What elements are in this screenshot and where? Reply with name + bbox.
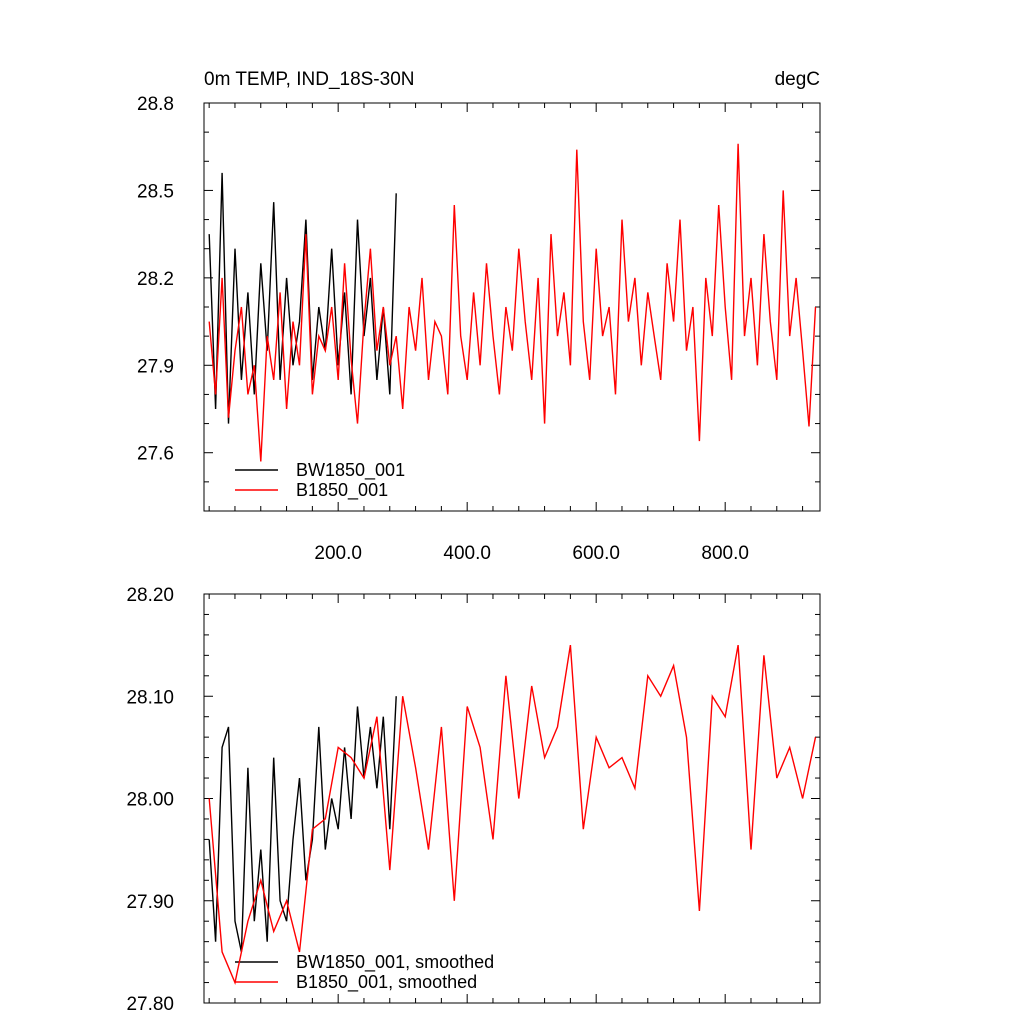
- legend-label: B1850_001: [296, 480, 388, 501]
- y-tick-label: 27.9: [137, 356, 174, 377]
- chart-title: 0m TEMP, IND_18S-30N: [204, 69, 415, 90]
- data-line: [208, 696, 397, 953]
- y-tick-label: 27.6: [137, 444, 174, 465]
- units-label: degC: [775, 69, 820, 90]
- plot-frame: [203, 102, 821, 512]
- y-tick-label: 28.00: [126, 790, 174, 811]
- data-line: [208, 143, 817, 462]
- y-tick-label: 28.8: [137, 94, 174, 115]
- y-tick-label: 28.2: [137, 269, 174, 290]
- x-tick-label: 400.0: [443, 543, 491, 564]
- legend-label: BW1850_001: [296, 460, 405, 481]
- y-tick-label: 28.5: [137, 181, 174, 202]
- y-tick-label: 28.20: [126, 585, 174, 606]
- y-tick-label: 27.80: [126, 994, 174, 1015]
- x-tick-label: 800.0: [701, 543, 749, 564]
- data-line: [208, 172, 397, 424]
- y-tick-label: 27.90: [126, 892, 174, 913]
- legend-label: B1850_001, smoothed: [296, 972, 477, 993]
- x-tick-label: 600.0: [572, 543, 620, 564]
- y-tick-label: 28.10: [126, 687, 174, 708]
- x-tick-label: 200.0: [314, 543, 362, 564]
- legend-label: BW1850_001, smoothed: [296, 952, 494, 973]
- data-line: [208, 644, 817, 985]
